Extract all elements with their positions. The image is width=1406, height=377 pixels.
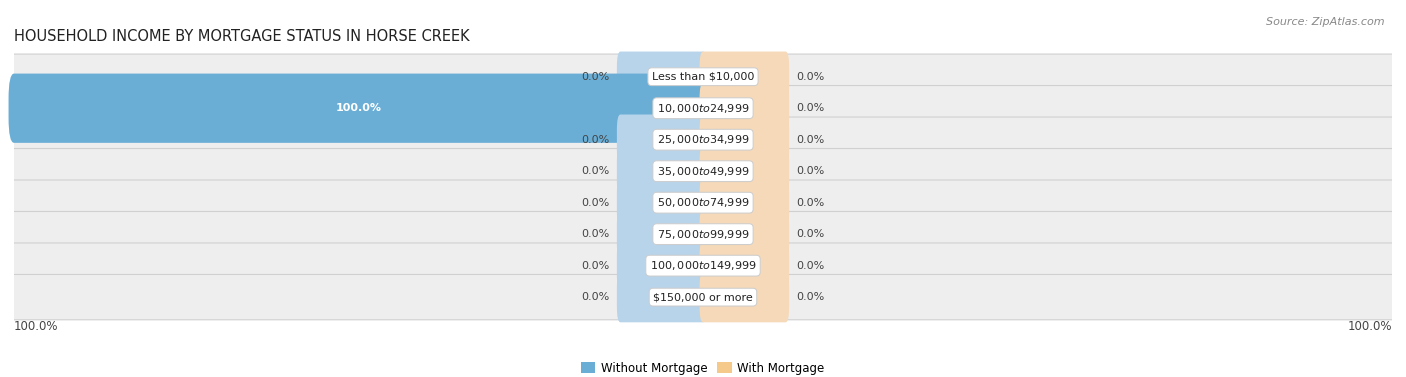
Text: $10,000 to $24,999: $10,000 to $24,999 bbox=[657, 102, 749, 115]
Text: 0.0%: 0.0% bbox=[796, 229, 824, 239]
FancyBboxPatch shape bbox=[617, 241, 706, 291]
FancyBboxPatch shape bbox=[13, 274, 1393, 320]
FancyBboxPatch shape bbox=[13, 86, 1393, 131]
Text: 0.0%: 0.0% bbox=[582, 261, 610, 271]
Text: 0.0%: 0.0% bbox=[582, 135, 610, 145]
FancyBboxPatch shape bbox=[13, 149, 1393, 194]
Text: $150,000 or more: $150,000 or more bbox=[654, 292, 752, 302]
Text: 0.0%: 0.0% bbox=[796, 198, 824, 208]
Text: 100.0%: 100.0% bbox=[1347, 320, 1392, 333]
FancyBboxPatch shape bbox=[13, 180, 1393, 225]
FancyBboxPatch shape bbox=[700, 272, 789, 322]
Text: 0.0%: 0.0% bbox=[796, 103, 824, 113]
Text: HOUSEHOLD INCOME BY MORTGAGE STATUS IN HORSE CREEK: HOUSEHOLD INCOME BY MORTGAGE STATUS IN H… bbox=[14, 29, 470, 44]
Text: $25,000 to $34,999: $25,000 to $34,999 bbox=[657, 133, 749, 146]
FancyBboxPatch shape bbox=[700, 83, 789, 133]
FancyBboxPatch shape bbox=[617, 52, 706, 102]
FancyBboxPatch shape bbox=[617, 115, 706, 165]
Text: $35,000 to $49,999: $35,000 to $49,999 bbox=[657, 165, 749, 178]
Text: 0.0%: 0.0% bbox=[796, 72, 824, 82]
Text: 0.0%: 0.0% bbox=[796, 135, 824, 145]
FancyBboxPatch shape bbox=[617, 146, 706, 196]
Text: 0.0%: 0.0% bbox=[796, 166, 824, 176]
FancyBboxPatch shape bbox=[700, 115, 789, 165]
Text: 0.0%: 0.0% bbox=[582, 229, 610, 239]
Text: 0.0%: 0.0% bbox=[582, 292, 610, 302]
Text: 100.0%: 100.0% bbox=[336, 103, 381, 113]
FancyBboxPatch shape bbox=[617, 272, 706, 322]
Text: $75,000 to $99,999: $75,000 to $99,999 bbox=[657, 228, 749, 241]
Text: Source: ZipAtlas.com: Source: ZipAtlas.com bbox=[1267, 17, 1385, 27]
FancyBboxPatch shape bbox=[617, 178, 706, 228]
FancyBboxPatch shape bbox=[13, 243, 1393, 288]
Text: 0.0%: 0.0% bbox=[582, 198, 610, 208]
FancyBboxPatch shape bbox=[13, 211, 1393, 257]
Text: 0.0%: 0.0% bbox=[582, 166, 610, 176]
Legend: Without Mortgage, With Mortgage: Without Mortgage, With Mortgage bbox=[581, 362, 825, 375]
Text: 0.0%: 0.0% bbox=[582, 72, 610, 82]
FancyBboxPatch shape bbox=[700, 209, 789, 259]
Text: 0.0%: 0.0% bbox=[796, 292, 824, 302]
Text: $100,000 to $149,999: $100,000 to $149,999 bbox=[650, 259, 756, 272]
FancyBboxPatch shape bbox=[13, 117, 1393, 162]
FancyBboxPatch shape bbox=[700, 241, 789, 291]
Text: 0.0%: 0.0% bbox=[796, 261, 824, 271]
FancyBboxPatch shape bbox=[700, 52, 789, 102]
FancyBboxPatch shape bbox=[700, 146, 789, 196]
FancyBboxPatch shape bbox=[8, 74, 709, 143]
Text: $50,000 to $74,999: $50,000 to $74,999 bbox=[657, 196, 749, 209]
FancyBboxPatch shape bbox=[13, 54, 1393, 100]
Text: Less than $10,000: Less than $10,000 bbox=[652, 72, 754, 82]
FancyBboxPatch shape bbox=[617, 209, 706, 259]
FancyBboxPatch shape bbox=[700, 178, 789, 228]
Text: 100.0%: 100.0% bbox=[14, 320, 59, 333]
